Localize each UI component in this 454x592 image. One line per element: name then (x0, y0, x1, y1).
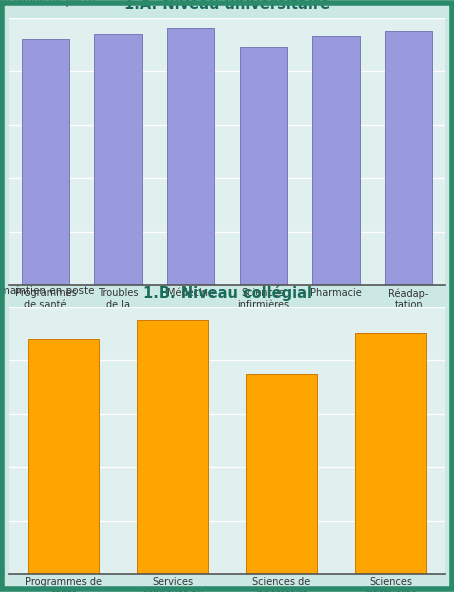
Bar (385, 31, 432, 285)
Title: 1.A. Niveau universitaire: 1.A. Niveau universitaire (124, 0, 330, 12)
Text: taux de maintien en poste: taux de maintien en poste (0, 286, 94, 296)
Title: 1.B. Niveau collégial: 1.B. Niveau collégial (143, 285, 311, 301)
Bar (246, 374, 317, 574)
Bar (28, 339, 99, 574)
Bar (355, 333, 426, 574)
Bar (312, 37, 360, 285)
Bar (167, 28, 214, 285)
Text: taux de maintien en poste: taux de maintien en poste (0, 0, 94, 7)
Bar (22, 39, 69, 285)
Bar (94, 34, 142, 285)
Bar (240, 47, 287, 285)
Bar (137, 320, 208, 574)
